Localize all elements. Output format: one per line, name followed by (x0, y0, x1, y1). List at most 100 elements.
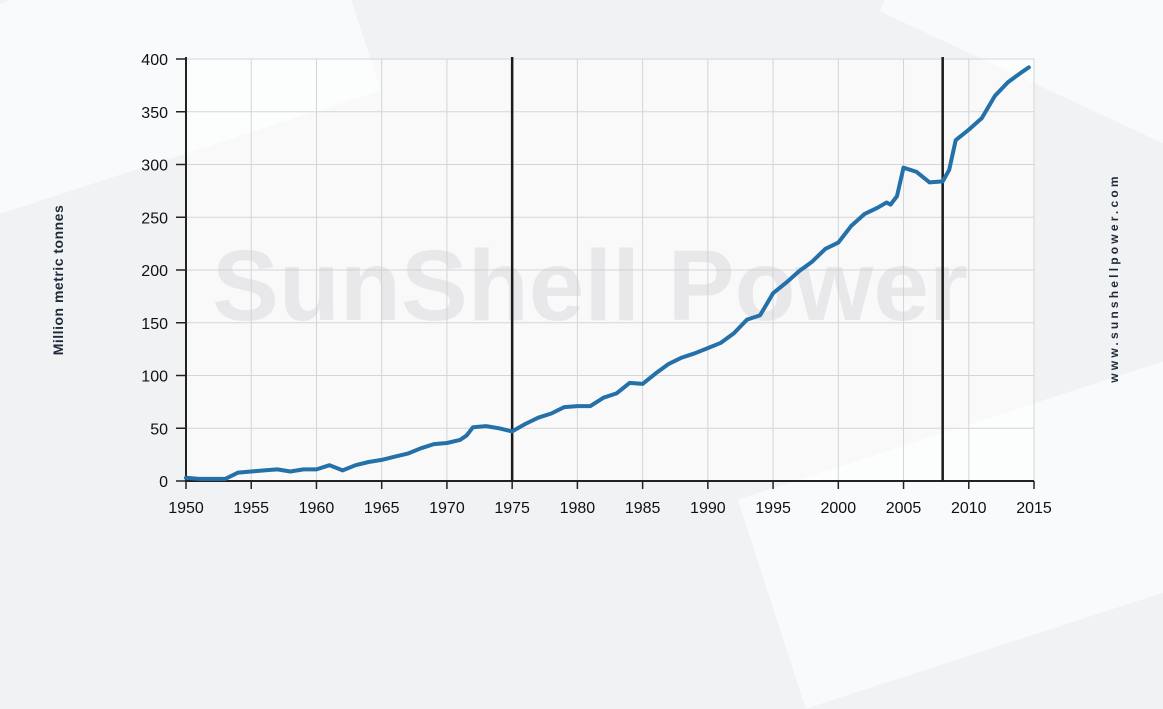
data-point (654, 371, 658, 375)
y-tick-label: 250 (141, 210, 168, 227)
data-point (954, 138, 958, 142)
x-tick-label: 1955 (233, 500, 269, 517)
data-point (797, 269, 801, 273)
x-tick-label: 2015 (1016, 500, 1052, 517)
data-point (588, 404, 593, 408)
x-tick-label: 1985 (625, 500, 661, 517)
grid (186, 58, 1035, 481)
data-point (1006, 80, 1010, 84)
data-point (510, 429, 514, 434)
data-point (667, 362, 671, 366)
data-point (784, 281, 788, 285)
data-point (197, 477, 201, 481)
y-tick-label: 400 (141, 52, 168, 69)
y-axis-label: Million metric tonnes (50, 204, 66, 356)
y-tick-label: 0 (159, 474, 168, 491)
data-point (641, 382, 645, 386)
data-point (967, 128, 971, 132)
data-point (810, 259, 814, 264)
data-point (771, 291, 775, 295)
data-point (758, 313, 762, 317)
data-point (445, 441, 449, 445)
data-point (1027, 65, 1031, 70)
data-point (947, 168, 951, 172)
data-point (536, 416, 540, 420)
x-tick-label: 2010 (951, 500, 987, 517)
tick-labels: 1950 1955 1960 1965 1970 1975 1980 1985 1990 1995… (141, 52, 1052, 517)
y-tick-label: 200 (141, 263, 168, 280)
data-point (288, 469, 292, 474)
data-point (823, 247, 827, 251)
y-tick-label: 50 (150, 421, 168, 438)
data-point (380, 458, 384, 462)
data-point (875, 206, 880, 210)
data-point (862, 212, 867, 216)
data-point (301, 467, 306, 471)
data-point (458, 438, 462, 442)
watermark: SunShell Power (212, 230, 968, 342)
data-point (575, 404, 579, 408)
series-line (184, 65, 1031, 481)
data-point (562, 405, 566, 409)
x-tick-label: 1960 (299, 500, 335, 517)
y-tick-label: 350 (141, 105, 168, 122)
data-point (732, 331, 736, 335)
data-point (249, 469, 253, 474)
x-tick-label: 1980 (560, 500, 596, 517)
data-point (1019, 71, 1023, 75)
data-point (928, 180, 932, 185)
data-point (706, 346, 710, 350)
data-point (836, 240, 840, 245)
data-point (914, 170, 919, 174)
data-point (367, 460, 371, 464)
data-point (884, 200, 889, 205)
x-tick-label: 2005 (886, 500, 922, 517)
data-point (497, 426, 501, 430)
data-point (471, 425, 475, 429)
x-tick-label: 1965 (364, 500, 400, 517)
data-point (745, 317, 749, 322)
x-tick-label: 2000 (821, 500, 857, 517)
y-tick-label: 100 (141, 369, 168, 386)
data-point (262, 468, 266, 473)
data-point (523, 422, 527, 426)
x-tick-label: 1970 (429, 500, 465, 517)
x-tick-label: 1990 (690, 500, 726, 517)
data-point (314, 467, 319, 471)
data-point (901, 166, 906, 170)
data-point (849, 224, 853, 228)
x-tick-label: 1995 (755, 500, 791, 517)
data-point (210, 477, 214, 481)
data-point (432, 442, 436, 446)
x-tick-label: 1950 (168, 500, 204, 517)
data-point (993, 94, 997, 98)
x-tick-label: 1975 (494, 500, 530, 517)
data-point (327, 463, 332, 467)
website-text: www.sunshellpower.com (1107, 173, 1121, 383)
data-point (680, 355, 684, 360)
data-point (275, 467, 279, 471)
data-point (627, 381, 632, 385)
data-point (354, 463, 358, 467)
data-point (464, 434, 469, 438)
y-tick-label: 300 (141, 158, 168, 175)
data-point (236, 470, 240, 475)
data-point (223, 477, 227, 481)
data-point (614, 391, 619, 396)
data-point (895, 194, 899, 198)
data-point (549, 411, 553, 416)
data-point (419, 446, 423, 450)
data-point (601, 396, 606, 400)
data-point (693, 351, 697, 355)
data-point (888, 202, 893, 207)
y-tick-label: 150 (141, 316, 168, 333)
axes (176, 57, 1035, 489)
series-group (184, 65, 1031, 481)
data-point (340, 468, 345, 473)
data-point (484, 424, 488, 428)
data-point (184, 476, 188, 480)
data-point (406, 451, 410, 456)
data-point (393, 455, 397, 459)
data-point (980, 116, 984, 120)
vertical-markers (510, 57, 944, 481)
